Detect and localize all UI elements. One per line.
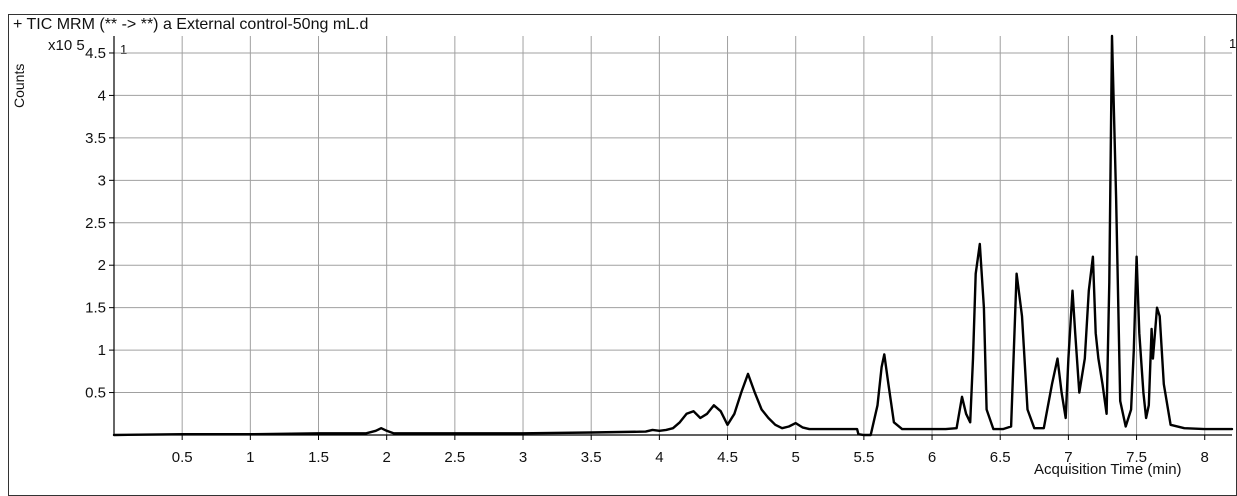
axis-layer: [109, 36, 1232, 440]
tick-label-layer: 0.5 1 1.5 2 2.5 3 3.5 4 4.5 5 5.5 6 6.5 7 7.5 8 0.5 1 1.5 2…: [85, 45, 1209, 466]
x-axis-label: Acquisition Time (min): [1034, 461, 1182, 478]
grid-layer: [114, 36, 1232, 435]
x-tick-label: 7: [1064, 449, 1072, 466]
x-tick-label: 2.5: [444, 449, 465, 466]
x-tick-label: 5.5: [853, 449, 874, 466]
x-tick-label: 5: [792, 449, 800, 466]
y-tick-label: 3.5: [85, 130, 106, 147]
x-tick-label: 6: [928, 449, 936, 466]
x-tick-label: 2: [383, 449, 391, 466]
panel-id-left: 1: [120, 42, 128, 57]
y-tick-label: 3: [98, 172, 106, 189]
y-axis-multiplier: x10 5: [48, 37, 85, 54]
x-tick-label: 1.5: [308, 449, 329, 466]
y-tick-label: 4.5: [85, 45, 106, 62]
x-tick-label: 6.5: [990, 449, 1011, 466]
y-tick-label: 2.5: [85, 215, 106, 232]
y-tick-label: 4: [98, 87, 106, 104]
x-tick-label: 4.5: [717, 449, 738, 466]
x-tick-label: 3: [519, 449, 527, 466]
y-tick-label: 2: [98, 257, 106, 274]
x-tick-label: 7.5: [1126, 449, 1147, 466]
series-layer: [112, 34, 1234, 437]
x-tick-label: 8: [1201, 449, 1209, 466]
panel-id-right: 1: [1229, 36, 1237, 51]
y-tick-label: 1: [98, 342, 106, 359]
tic-trace-line: [112, 34, 1234, 437]
x-tick-label: 4: [655, 449, 663, 466]
x-tick-label: 3.5: [581, 449, 602, 466]
y-tick-label: 1.5: [85, 300, 106, 317]
y-tick-label: 0.5: [85, 385, 106, 402]
chart-frame: [8, 14, 1237, 496]
chart-title: + TIC MRM (** -> **) a External control-…: [13, 16, 369, 33]
x-tick-label: 1: [246, 449, 254, 466]
x-tick-label: 0.5: [172, 449, 193, 466]
